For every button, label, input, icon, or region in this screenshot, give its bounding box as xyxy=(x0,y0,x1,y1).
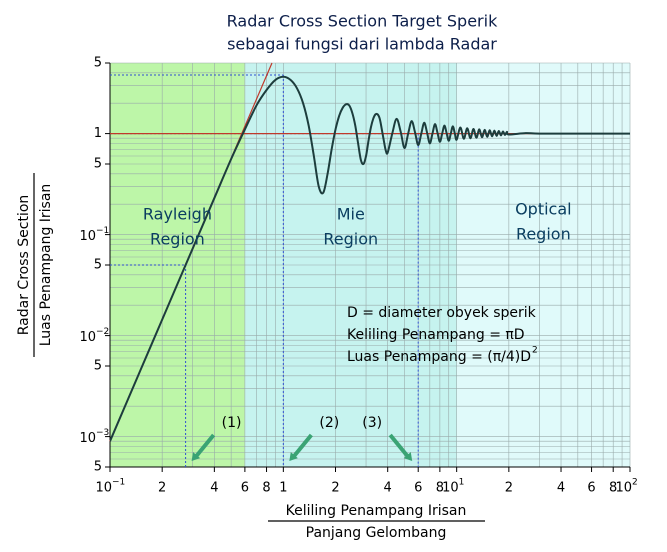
x-tick-label: 6 xyxy=(414,481,422,496)
x-tick-label: 2 xyxy=(505,481,513,496)
x-axis-title: Keliling Penampang Irisan xyxy=(286,503,467,519)
region-label: Region xyxy=(150,230,205,249)
chart-title: Radar Cross Section Target Sperik xyxy=(227,12,498,31)
y-tick-label: 5 xyxy=(94,359,102,374)
region-label: Mie xyxy=(337,205,365,224)
y-tick-label: 5 xyxy=(94,157,102,172)
x-tick-label: 2 xyxy=(331,481,339,496)
y-tick-label: 5 xyxy=(94,258,102,273)
y-tick-label: 10 xyxy=(79,431,96,446)
arrow-head xyxy=(403,452,413,461)
y-tick-label: 10 xyxy=(79,229,96,244)
y-tick-label: 1 xyxy=(94,126,102,141)
note-exponent: 2 xyxy=(532,346,538,356)
x-tick-label: 2 xyxy=(158,481,166,496)
region-label: Optical xyxy=(515,200,572,219)
x-tick-exponent: −1 xyxy=(112,478,125,488)
rcs-curve xyxy=(110,75,630,442)
x-tick-label: 4 xyxy=(384,481,392,496)
y-tick-label: 10 xyxy=(79,330,96,345)
region-label: Region xyxy=(323,230,378,249)
guide-label: (1) xyxy=(222,415,242,431)
arrow xyxy=(291,433,313,459)
x-tick-exponent: 2 xyxy=(632,478,638,488)
x-tick-label: 8 xyxy=(609,481,617,496)
arrow-head xyxy=(191,452,201,461)
x-tick-exponent: 1 xyxy=(459,478,465,488)
y-axis-title-line: Luas Penampang Irisan xyxy=(38,184,54,347)
region-label: Rayleigh xyxy=(143,205,212,224)
chart-title: sebagai fungsi dari lambda Radar xyxy=(227,35,497,54)
x-tick-label: 6 xyxy=(241,481,249,496)
y-tick-label: 5 xyxy=(94,460,102,475)
y-tick-label: 5 xyxy=(94,56,102,71)
guide-label: (3) xyxy=(362,415,382,431)
x-tick-label: 6 xyxy=(587,481,595,496)
x-tick-label: 10 xyxy=(615,481,632,496)
y-tick-exponent: −1 xyxy=(96,226,109,236)
y-tick-exponent: −3 xyxy=(96,428,109,438)
x-tick-label: 8 xyxy=(262,481,270,496)
x-tick-label: 4 xyxy=(557,481,565,496)
x-tick-label: 4 xyxy=(210,481,218,496)
x-tick-label: 10 xyxy=(95,481,112,496)
x-tick-label: 8 xyxy=(436,481,444,496)
x-tick-label: 1 xyxy=(279,481,287,496)
marks xyxy=(109,62,630,467)
note: Luas Penampang = (π/4)D xyxy=(347,349,531,365)
x-tick-label: 10 xyxy=(442,481,459,496)
y-axis-title-line: Radar Cross Section xyxy=(16,195,32,336)
guide-label: (2) xyxy=(319,415,339,431)
arrow xyxy=(388,433,410,459)
note: Keliling Penampang = πD xyxy=(347,327,525,343)
arrow-head xyxy=(289,452,298,461)
arrow xyxy=(194,433,216,459)
note: D = diameter obyek sperik xyxy=(347,305,537,321)
x-axis-title: Panjang Gelombang xyxy=(306,525,447,541)
region-label: Region xyxy=(516,225,571,244)
y-axis-title: Radar Cross Section Luas Penampang Irisan xyxy=(16,173,54,357)
y-tick-exponent: −2 xyxy=(96,327,109,337)
